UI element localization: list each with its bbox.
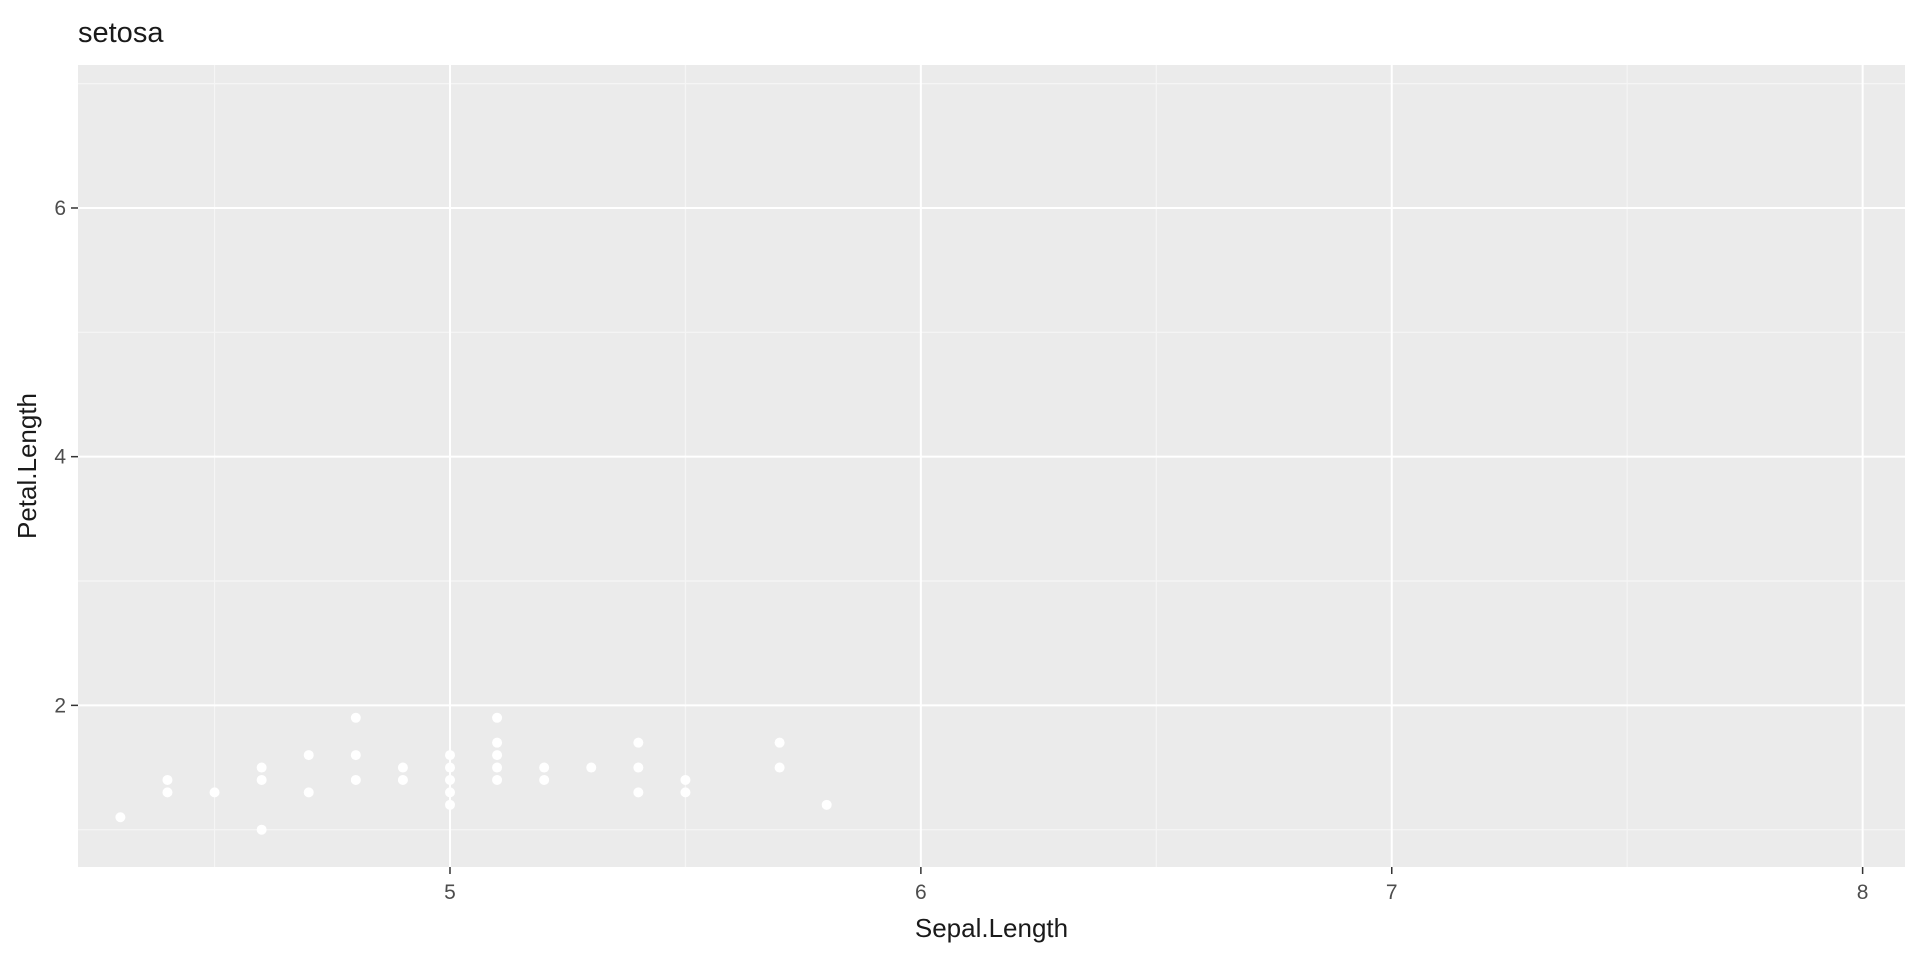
data-point [162, 787, 173, 798]
data-point [539, 762, 550, 773]
x-tick-label: 8 [1857, 881, 1869, 904]
data-point [444, 799, 455, 810]
data-point [492, 712, 503, 723]
plot-panel [78, 65, 1905, 867]
y-axis: 2 4 6 [54, 197, 78, 717]
data-point [539, 774, 550, 785]
data-point [115, 812, 126, 823]
data-point [444, 750, 455, 761]
data-point [444, 774, 455, 785]
data-point [444, 762, 455, 773]
data-point [350, 750, 361, 761]
data-point [680, 787, 691, 798]
data-point [209, 787, 220, 798]
chart-title: setosa [78, 17, 164, 49]
data-point [444, 787, 455, 798]
y-tick-label: 2 [54, 694, 66, 717]
data-points [115, 712, 832, 835]
data-point [256, 762, 267, 773]
x-axis-title: Sepal.Length [915, 913, 1068, 943]
x-tick-label: 6 [915, 881, 927, 904]
data-point [397, 762, 408, 773]
y-tick-label: 4 [54, 446, 66, 469]
data-point [350, 774, 361, 785]
data-point [633, 762, 644, 773]
minor-gridlines [78, 65, 1905, 867]
data-point [586, 762, 597, 773]
data-point [492, 762, 503, 773]
data-point [492, 737, 503, 748]
data-point [633, 737, 644, 748]
data-point [680, 774, 691, 785]
y-tick-label: 6 [54, 197, 66, 220]
data-point [821, 799, 832, 810]
data-point [492, 750, 503, 761]
data-point [350, 712, 361, 723]
data-point [492, 774, 503, 785]
data-point [303, 750, 314, 761]
data-point [774, 762, 785, 773]
x-tick-label: 7 [1386, 881, 1398, 904]
data-point [633, 787, 644, 798]
y-axis-title: Petal.Length [12, 393, 42, 539]
x-tick-label: 5 [444, 881, 456, 904]
data-point [303, 787, 314, 798]
x-axis: 5 6 7 8 [444, 867, 1868, 904]
data-point [774, 737, 785, 748]
data-point [397, 774, 408, 785]
data-point [256, 824, 267, 835]
major-gridlines [78, 65, 1905, 867]
data-point [162, 774, 173, 785]
data-point [256, 774, 267, 785]
